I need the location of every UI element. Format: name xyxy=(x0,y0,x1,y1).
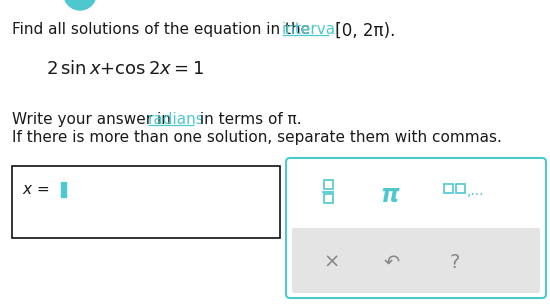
FancyBboxPatch shape xyxy=(456,184,465,193)
Text: in terms of π.: in terms of π. xyxy=(195,112,301,127)
Text: Find all solutions of the equation in the: Find all solutions of the equation in th… xyxy=(12,22,315,37)
FancyBboxPatch shape xyxy=(12,166,280,238)
Text: radians: radians xyxy=(148,112,205,127)
Text: ?: ? xyxy=(450,252,460,271)
FancyBboxPatch shape xyxy=(61,182,66,197)
FancyBboxPatch shape xyxy=(444,184,453,193)
Text: If there is more than one solution, separate them with commas.: If there is more than one solution, sepa… xyxy=(12,130,502,145)
Circle shape xyxy=(64,0,96,10)
Text: ×: × xyxy=(324,252,340,271)
Text: π: π xyxy=(381,183,399,207)
FancyBboxPatch shape xyxy=(286,158,546,298)
FancyBboxPatch shape xyxy=(292,228,540,293)
Text: Write your answer in: Write your answer in xyxy=(12,112,176,127)
Text: ↶: ↶ xyxy=(384,252,400,271)
Text: ,...: ,... xyxy=(467,184,485,198)
Text: $2\,\sin x{+}\cos 2x{=}1$: $2\,\sin x{+}\cos 2x{=}1$ xyxy=(46,60,204,78)
FancyBboxPatch shape xyxy=(324,180,333,189)
Text: interval: interval xyxy=(282,22,340,37)
FancyBboxPatch shape xyxy=(324,194,333,203)
Text: [0, 2π).: [0, 2π). xyxy=(330,22,395,40)
Text: $x\,=$: $x\,=$ xyxy=(22,182,50,197)
